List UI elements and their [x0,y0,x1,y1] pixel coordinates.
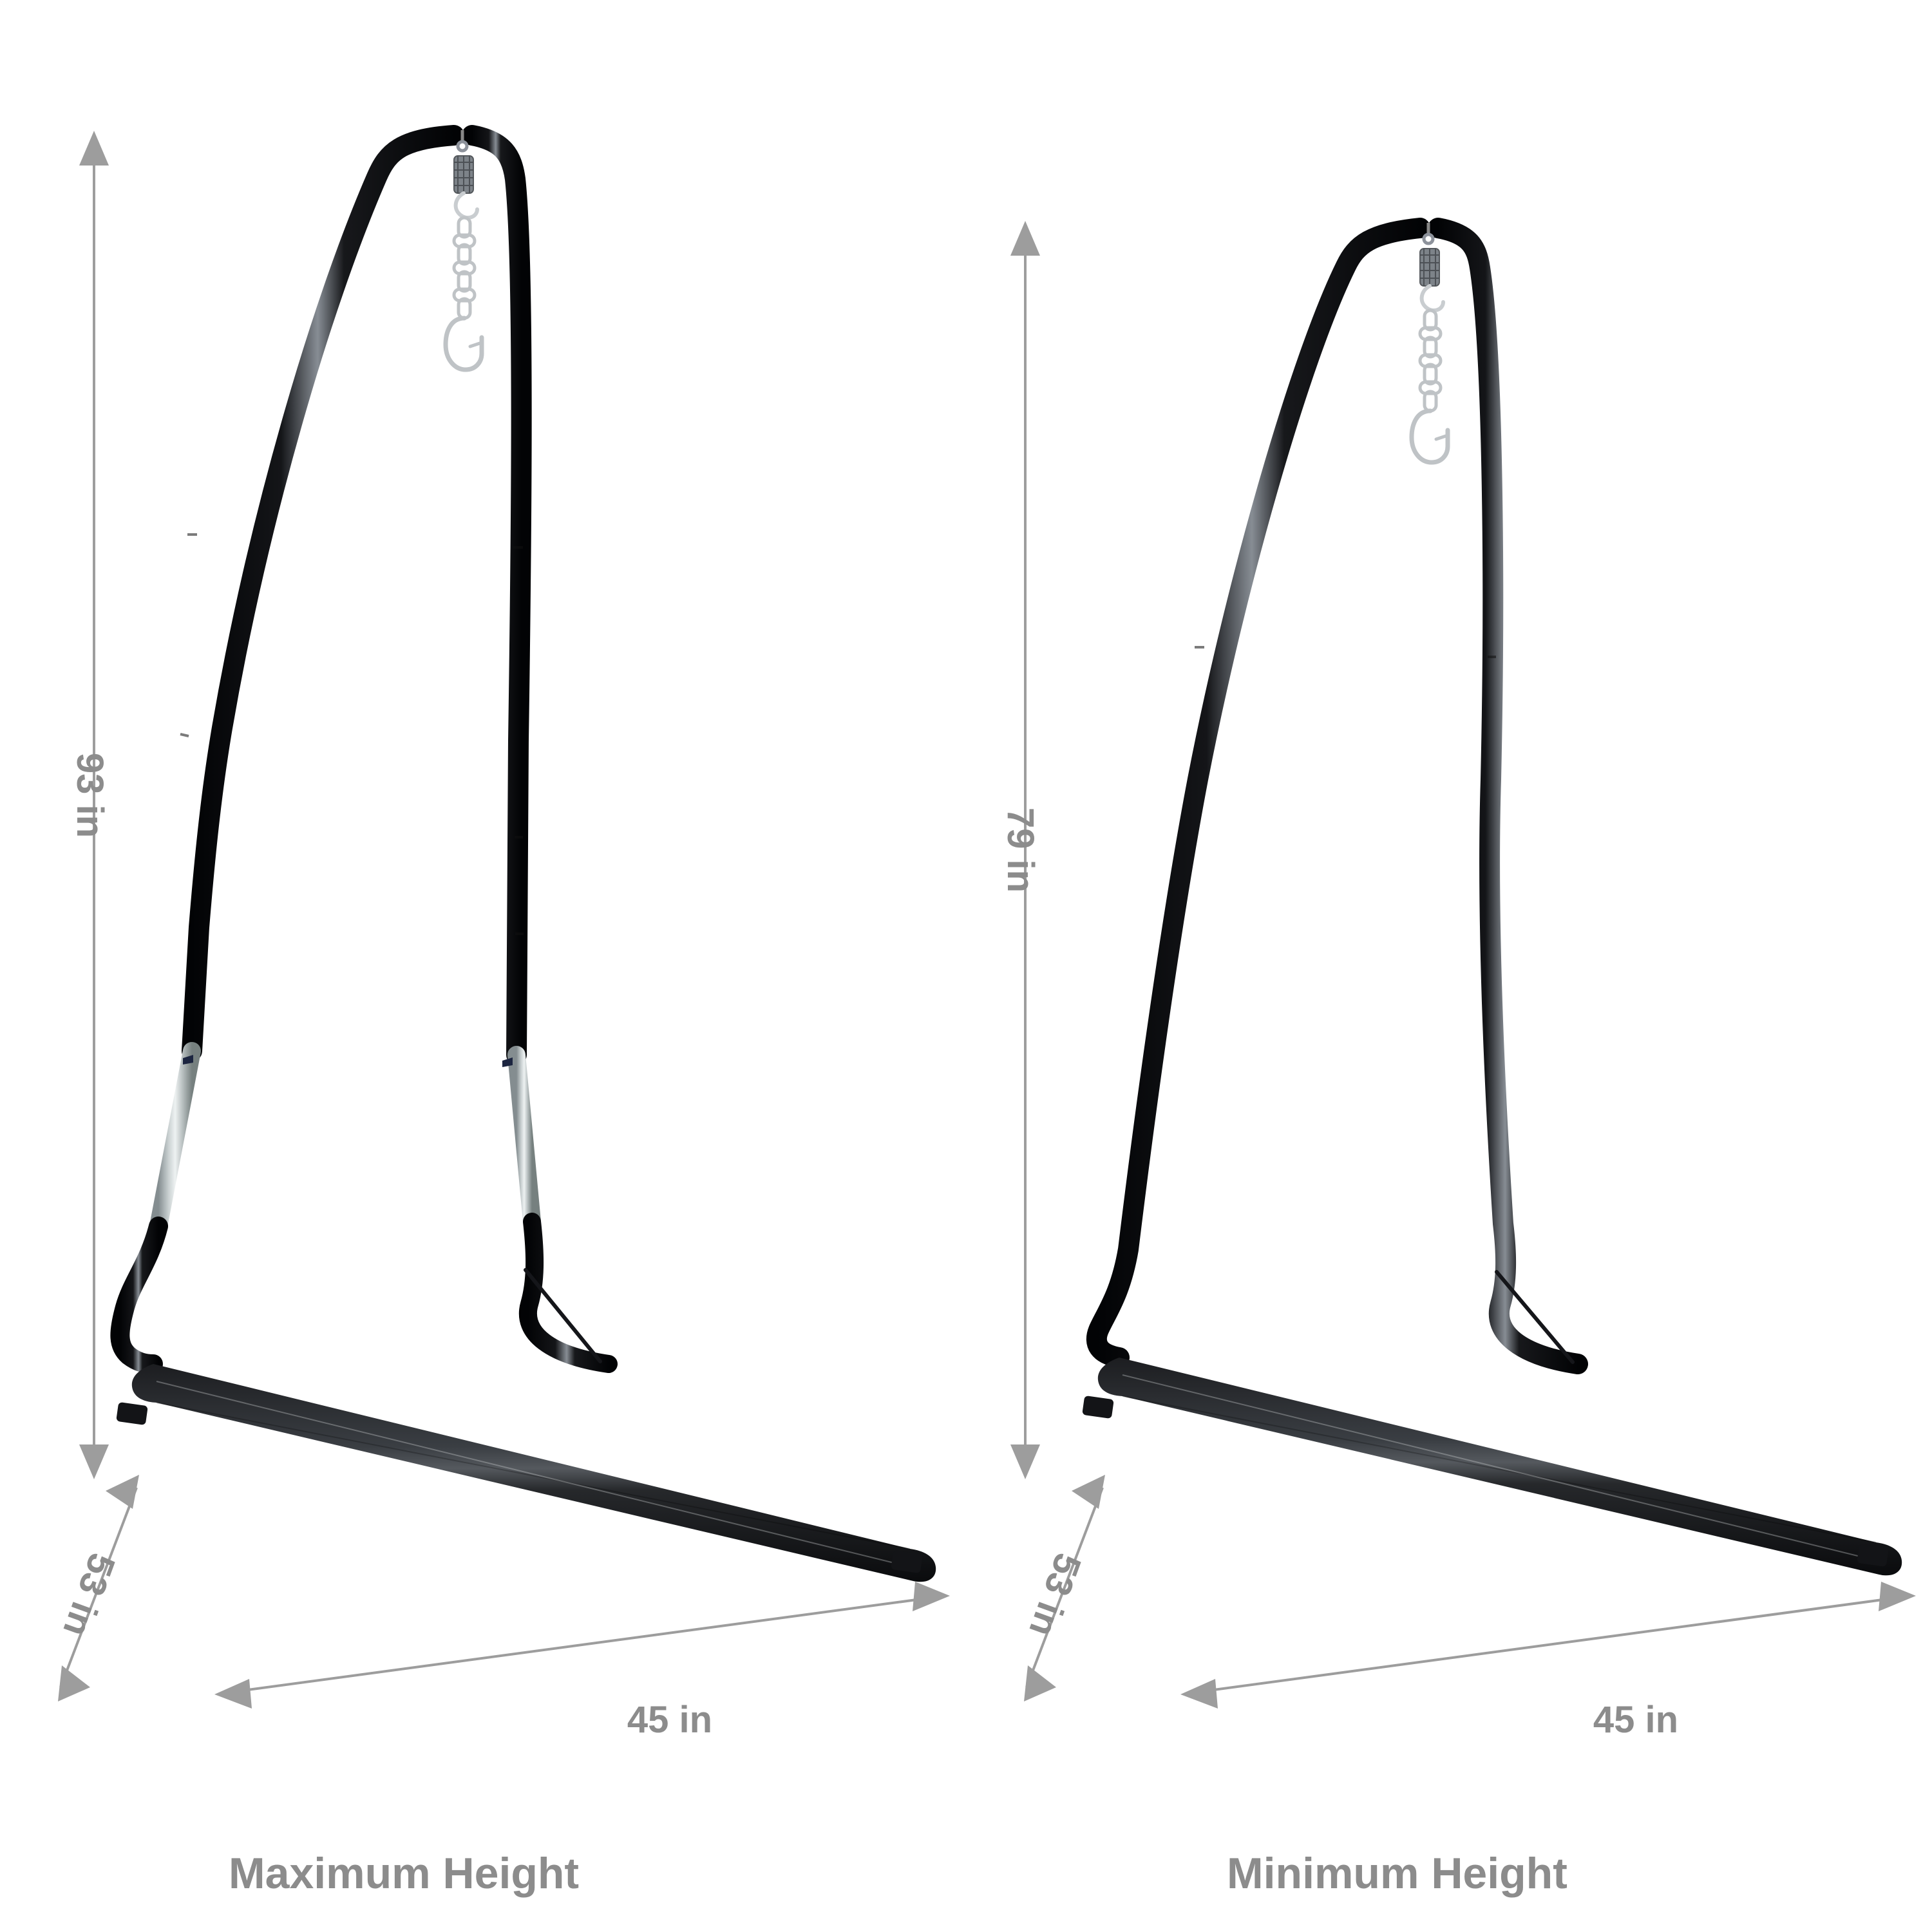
svg-text:53 in: 53 in [1021,1548,1089,1642]
svg-text:53 in: 53 in [55,1548,123,1642]
svg-text:93 in: 93 in [69,753,111,838]
svg-text:45 in: 45 in [1593,1699,1678,1741]
svg-text:45 in: 45 in [627,1699,712,1741]
svg-text:79 in: 79 in [999,808,1041,893]
